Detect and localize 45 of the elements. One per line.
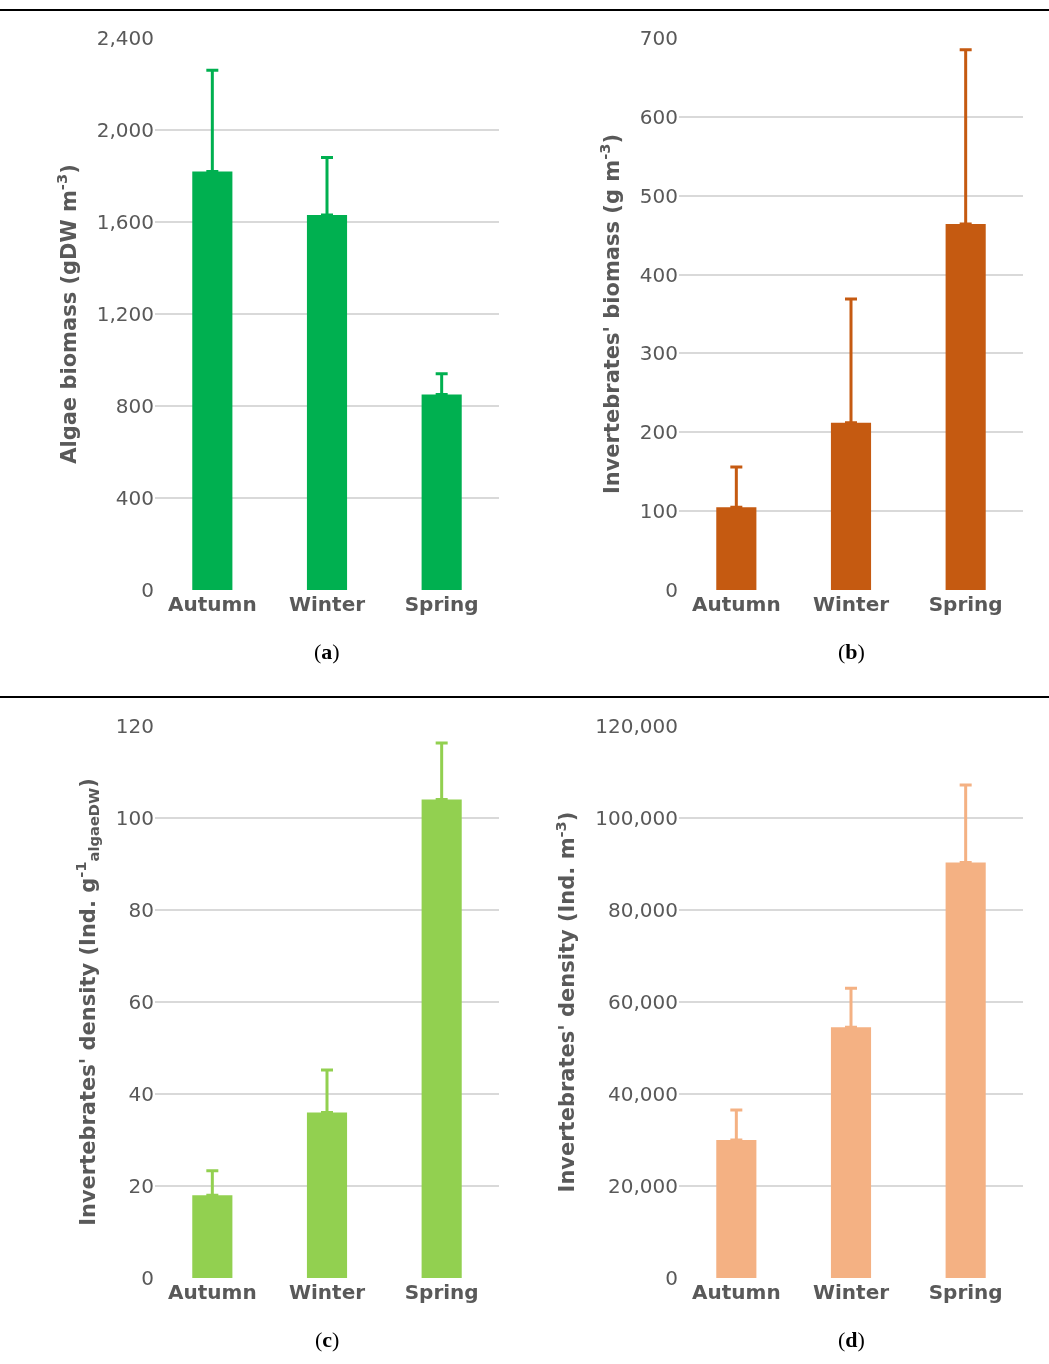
x-tick-label: Autumn bbox=[692, 592, 781, 616]
y-tick-label: 0 bbox=[665, 578, 678, 602]
y-tick-label: 100,000 bbox=[595, 806, 678, 830]
y-tick-label: 20 bbox=[128, 1174, 154, 1198]
x-tick-label: Spring bbox=[404, 592, 479, 616]
text: (c) bbox=[315, 1327, 340, 1352]
x-tick-label: Spring bbox=[928, 1280, 1003, 1304]
y-tick-label: 1,600 bbox=[96, 210, 154, 234]
y-tick-label: 800 bbox=[115, 394, 154, 418]
y-tick-label: 40 bbox=[128, 1082, 154, 1106]
y-tick-label: 700 bbox=[639, 26, 678, 50]
x-tick-label: Autumn bbox=[692, 1280, 781, 1304]
y-tick-label: 0 bbox=[665, 1266, 678, 1290]
y-tick-label: 200 bbox=[639, 420, 678, 445]
y-tick-label: 100 bbox=[115, 806, 154, 830]
y-tick-label: 500 bbox=[639, 183, 678, 208]
y-tick-label: 120,000 bbox=[595, 714, 678, 738]
x-tick-label: Spring bbox=[928, 592, 1003, 616]
y-tick-label: 120 bbox=[115, 714, 154, 738]
y-tick-label: 0 bbox=[141, 1266, 154, 1290]
y-tick-label: 60,000 bbox=[608, 990, 678, 1014]
x-tick-label: Spring bbox=[404, 1280, 479, 1304]
x-tick-label: Winter bbox=[812, 592, 890, 616]
y-tick-label: 60 bbox=[128, 990, 154, 1014]
text: (d) bbox=[838, 1327, 865, 1352]
x-tick-label: Winter bbox=[288, 592, 366, 616]
x-tick-label: Autumn bbox=[168, 592, 257, 616]
x-tick-label: Winter bbox=[812, 1280, 890, 1304]
y-tick-label: 80,000 bbox=[608, 898, 678, 922]
y-tick-label: 300 bbox=[639, 341, 678, 366]
y-tick-label: 400 bbox=[639, 262, 678, 287]
text: (a) bbox=[314, 639, 340, 664]
y-tick-label: 0 bbox=[141, 578, 154, 602]
y-tick-label: 400 bbox=[115, 486, 154, 510]
y-tick-label: 100 bbox=[639, 499, 678, 524]
y-tick-label: 40,000 bbox=[608, 1082, 678, 1106]
y-tick-label: 1,200 bbox=[96, 302, 154, 326]
x-tick-label: Autumn bbox=[168, 1280, 257, 1304]
text: (b) bbox=[838, 639, 865, 664]
y-tick-label: 600 bbox=[639, 104, 678, 129]
y-tick-label: 2,000 bbox=[96, 118, 154, 142]
x-tick-label: Winter bbox=[288, 1280, 366, 1304]
y-tick-label: 20,000 bbox=[608, 1174, 678, 1198]
y-tick-label: 80 bbox=[128, 898, 154, 922]
y-tick-label: 2,400 bbox=[96, 26, 154, 50]
